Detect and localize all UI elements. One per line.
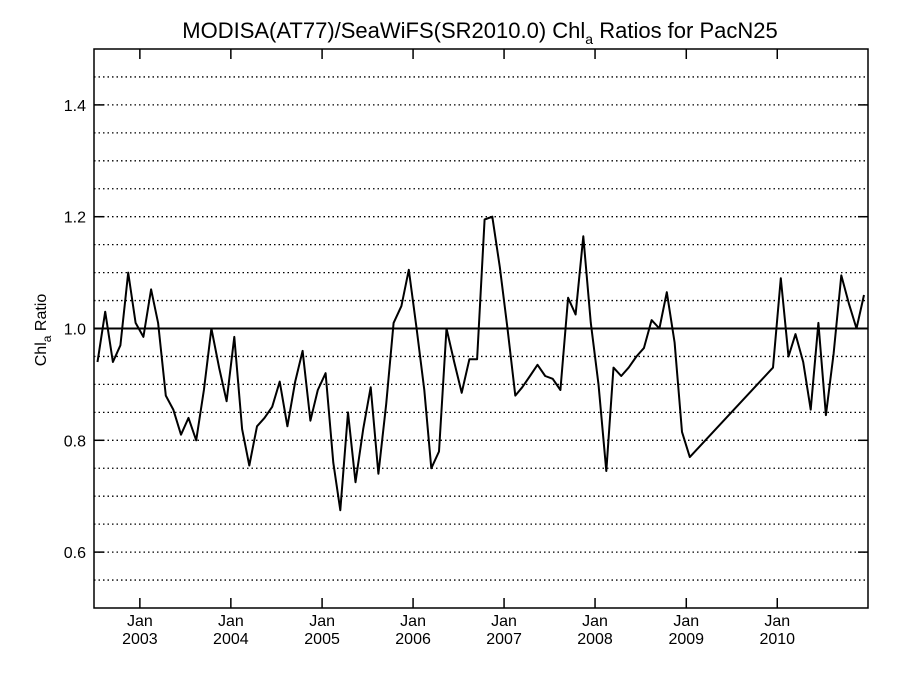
x-tick-label-year: 2008 <box>577 631 613 648</box>
y-tick-label: 1.2 <box>64 210 86 227</box>
y-tick-label: 0.6 <box>64 545 86 562</box>
y-tick-label: 0.8 <box>64 433 86 450</box>
x-tick-label-month: Jan <box>673 613 699 630</box>
y-tick-label: 1.0 <box>64 322 86 339</box>
y-tick-label: 1.4 <box>64 98 86 115</box>
x-tick-label-year: 2007 <box>486 631 522 648</box>
x-tick-label-month: Jan <box>218 613 244 630</box>
chart-title-main: MODISA(AT77)/SeaWiFS(SR2010.0) Chl <box>182 18 585 43</box>
x-tick-label-year: 2009 <box>668 631 704 648</box>
x-tick-label-month: Jan <box>309 613 335 630</box>
series-line <box>96 215 865 512</box>
x-tick-label-year: 2003 <box>122 631 158 648</box>
y-axis: 0.6 0.8 1.0 1.2 1.4 <box>64 98 868 562</box>
y-axis-label-tail: Ratio <box>33 294 50 336</box>
y-axis-label: Chla Ratio <box>33 294 54 367</box>
x-tick-label-month: Jan <box>400 613 426 630</box>
chart-title-tail: Ratios for PacN25 <box>593 18 778 43</box>
x-tick-label-year: 2006 <box>395 631 431 648</box>
y-axis-label-main: Chl <box>33 342 50 366</box>
x-tick-label-year: 2004 <box>213 631 249 648</box>
grid-lines <box>94 76 868 581</box>
x-tick-label-month: Jan <box>491 613 517 630</box>
y-axis-label-subscript: a <box>40 335 54 342</box>
x-axis: Jan2003Jan2004Jan2005Jan2006Jan2007Jan20… <box>122 49 795 648</box>
x-tick-label-month: Jan <box>764 613 790 630</box>
x-tick-label-month: Jan <box>582 613 608 630</box>
x-tick-label-year: 2005 <box>304 631 340 648</box>
x-tick-label-year: 2010 <box>759 631 795 648</box>
chart-title-subscript: a <box>585 31 593 47</box>
chart-title: MODISA(AT77)/SeaWiFS(SR2010.0) Chla Rati… <box>182 18 777 47</box>
x-tick-label-month: Jan <box>127 613 153 630</box>
